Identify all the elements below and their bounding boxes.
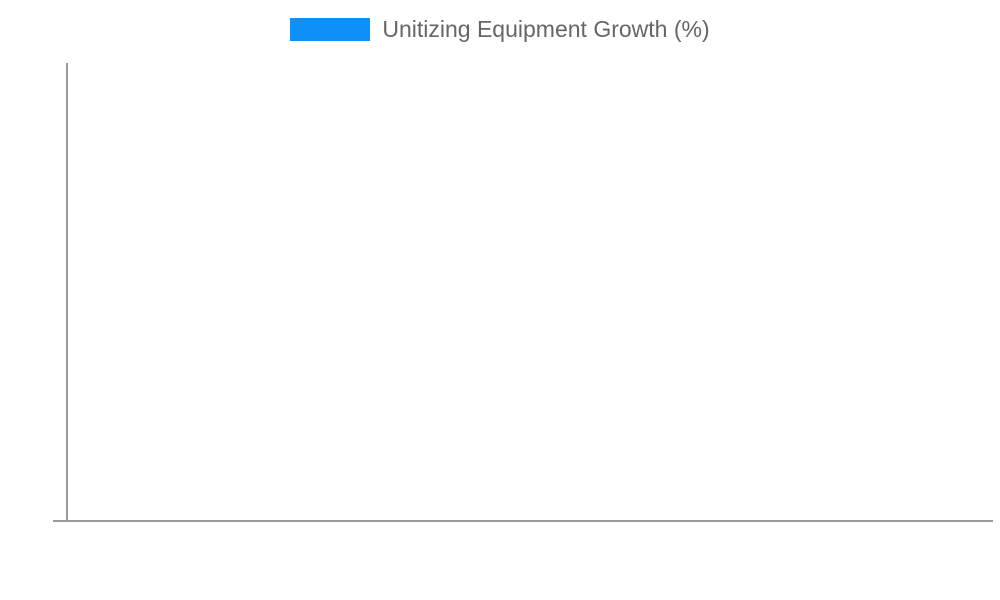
legend-swatch <box>290 18 371 41</box>
y-axis-line <box>66 63 68 521</box>
y-axis-labels <box>0 63 54 521</box>
y-tick-mark <box>53 520 66 522</box>
x-axis-labels <box>67 531 993 600</box>
legend[interactable]: Unitizing Equipment Growth (%) <box>0 16 1000 43</box>
x-axis-line <box>66 520 993 522</box>
plot-area <box>53 63 993 522</box>
legend-label: Unitizing Equipment Growth (%) <box>382 16 710 42</box>
